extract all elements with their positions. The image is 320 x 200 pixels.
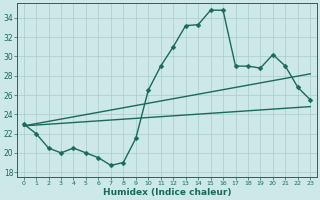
X-axis label: Humidex (Indice chaleur): Humidex (Indice chaleur)	[103, 188, 231, 197]
